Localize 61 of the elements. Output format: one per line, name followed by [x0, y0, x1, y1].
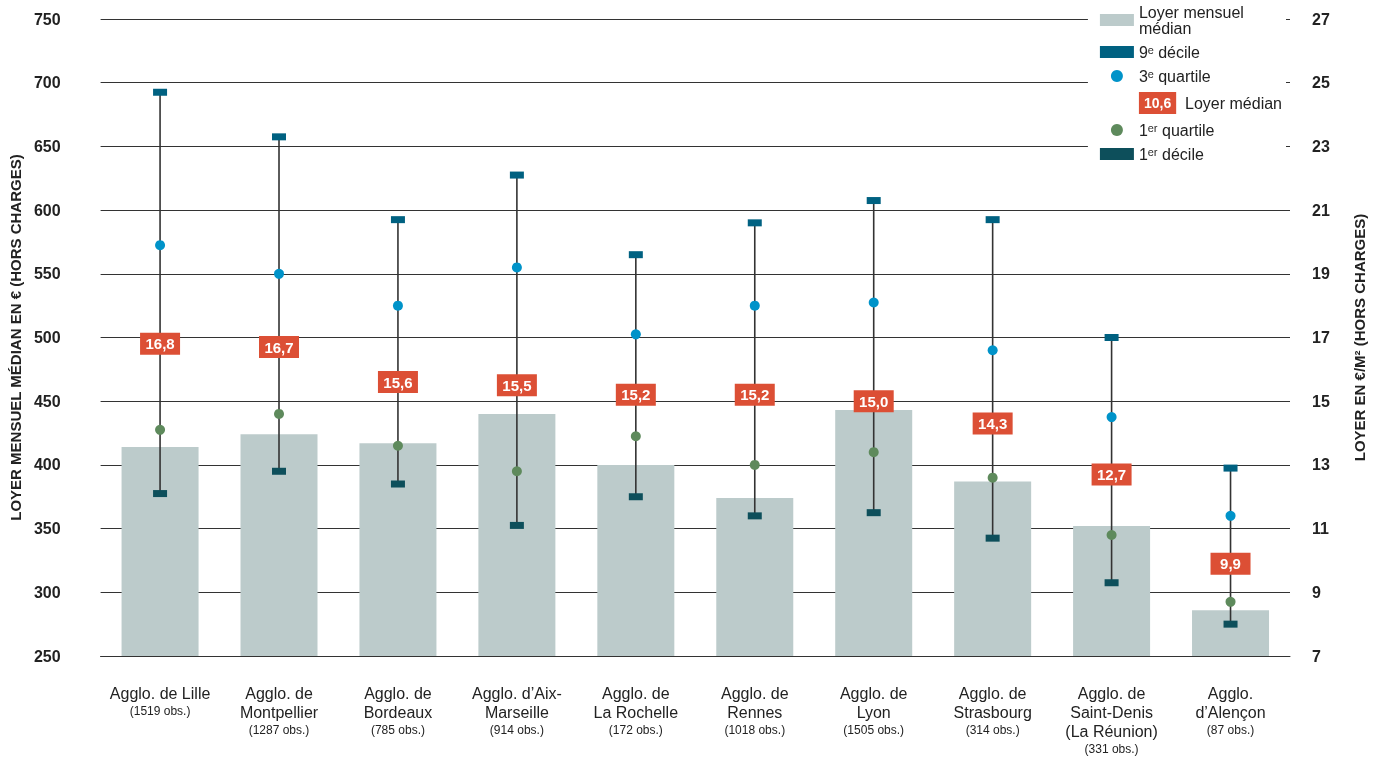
- point: [274, 268, 285, 279]
- y2-tick-label: 13: [1312, 456, 1330, 474]
- y2-tick-label: 15: [1312, 392, 1330, 410]
- x-tick-label: Agglo. de Lyon (1505 obs.): [839, 685, 908, 737]
- y-tick-label: 450: [33, 392, 61, 410]
- point: [868, 447, 879, 458]
- y-tick-label: 250: [33, 647, 61, 665]
- legend-label: 1ᵉʳ décile: [1138, 145, 1204, 163]
- point: [1106, 412, 1117, 423]
- x-tick-label: Agglo. de Saint-Denis (La Réunion) (331 obs.): [1065, 685, 1158, 756]
- legend-label: 9ᵉ décile: [1138, 43, 1201, 61]
- point: [155, 240, 166, 251]
- annotation: 10,6: [1143, 95, 1172, 111]
- y2-tick-label: 9: [1312, 583, 1321, 601]
- point: [987, 345, 998, 356]
- y2-tick-label: 27: [1312, 10, 1330, 28]
- y-tick-label: 650: [33, 137, 61, 155]
- point: [1225, 510, 1236, 521]
- y-tick-label: 300: [33, 583, 61, 601]
- point: [630, 431, 641, 442]
- point: [1225, 596, 1236, 607]
- point: [155, 424, 166, 435]
- point: [511, 466, 522, 477]
- x-tick-label: Agglo. de Rennes (1018 obs.): [720, 685, 789, 737]
- point: [274, 408, 285, 419]
- y2-tick-label: 7: [1312, 647, 1321, 665]
- y-tick-label: 350: [33, 520, 61, 538]
- point: [749, 459, 760, 470]
- x-tick-label: Agglo. de Montpellier (1287 obs.): [239, 685, 319, 737]
- point: [511, 262, 522, 273]
- y-tick-label: 550: [33, 265, 61, 283]
- y2-tick-label: 21: [1312, 201, 1330, 219]
- x-tick-label: Agglo. d’Aix- Marseille (914 obs.): [471, 685, 562, 737]
- legend-label: 3ᵉ quartile: [1138, 67, 1211, 85]
- point: [630, 329, 641, 340]
- y2-axis-title: LOYER EN €/M² (HORS CHARGES): [1351, 213, 1368, 462]
- y2-tick-label: 11: [1312, 520, 1330, 538]
- y2-tick-label: 19: [1312, 265, 1330, 283]
- y2-tick-label: 25: [1312, 74, 1330, 92]
- y-tick-label: 500: [33, 329, 61, 346]
- legend-label: 1ᵉʳ quartile: [1138, 121, 1215, 139]
- point: [392, 300, 403, 311]
- legend-label: Loyer mensuel médian: [1138, 3, 1244, 37]
- point: [749, 300, 760, 311]
- point: [392, 440, 403, 451]
- x-tick-label: Agglo. de Lille (1519 obs.): [109, 685, 211, 718]
- point: [987, 472, 998, 483]
- point: [1106, 529, 1117, 540]
- x-tick-label: Agglo. de Bordeaux (785 obs.): [363, 685, 433, 737]
- y-tick-label: 600: [33, 201, 61, 219]
- y-axis-title: LOYER MENSUEL MÉDIAN EN € (HORS CHARGES): [7, 154, 24, 521]
- x-tick-label: Agglo. de La Rochelle (172 obs.): [593, 685, 679, 737]
- y2-tick-label: 17: [1312, 329, 1330, 346]
- y-tick-label: 750: [33, 10, 61, 28]
- x-tick-label: Agglo. d’Alençon (87 obs.): [1195, 685, 1266, 737]
- y-tick-label: 400: [33, 456, 61, 474]
- legend-label: Loyer médian: [1176, 94, 1283, 112]
- y-tick-label: 700: [33, 74, 61, 92]
- y2-tick-label: 23: [1312, 137, 1330, 155]
- point: [868, 297, 879, 308]
- x-tick-label: Agglo. de Strasbourg (314 obs.): [953, 685, 1032, 737]
